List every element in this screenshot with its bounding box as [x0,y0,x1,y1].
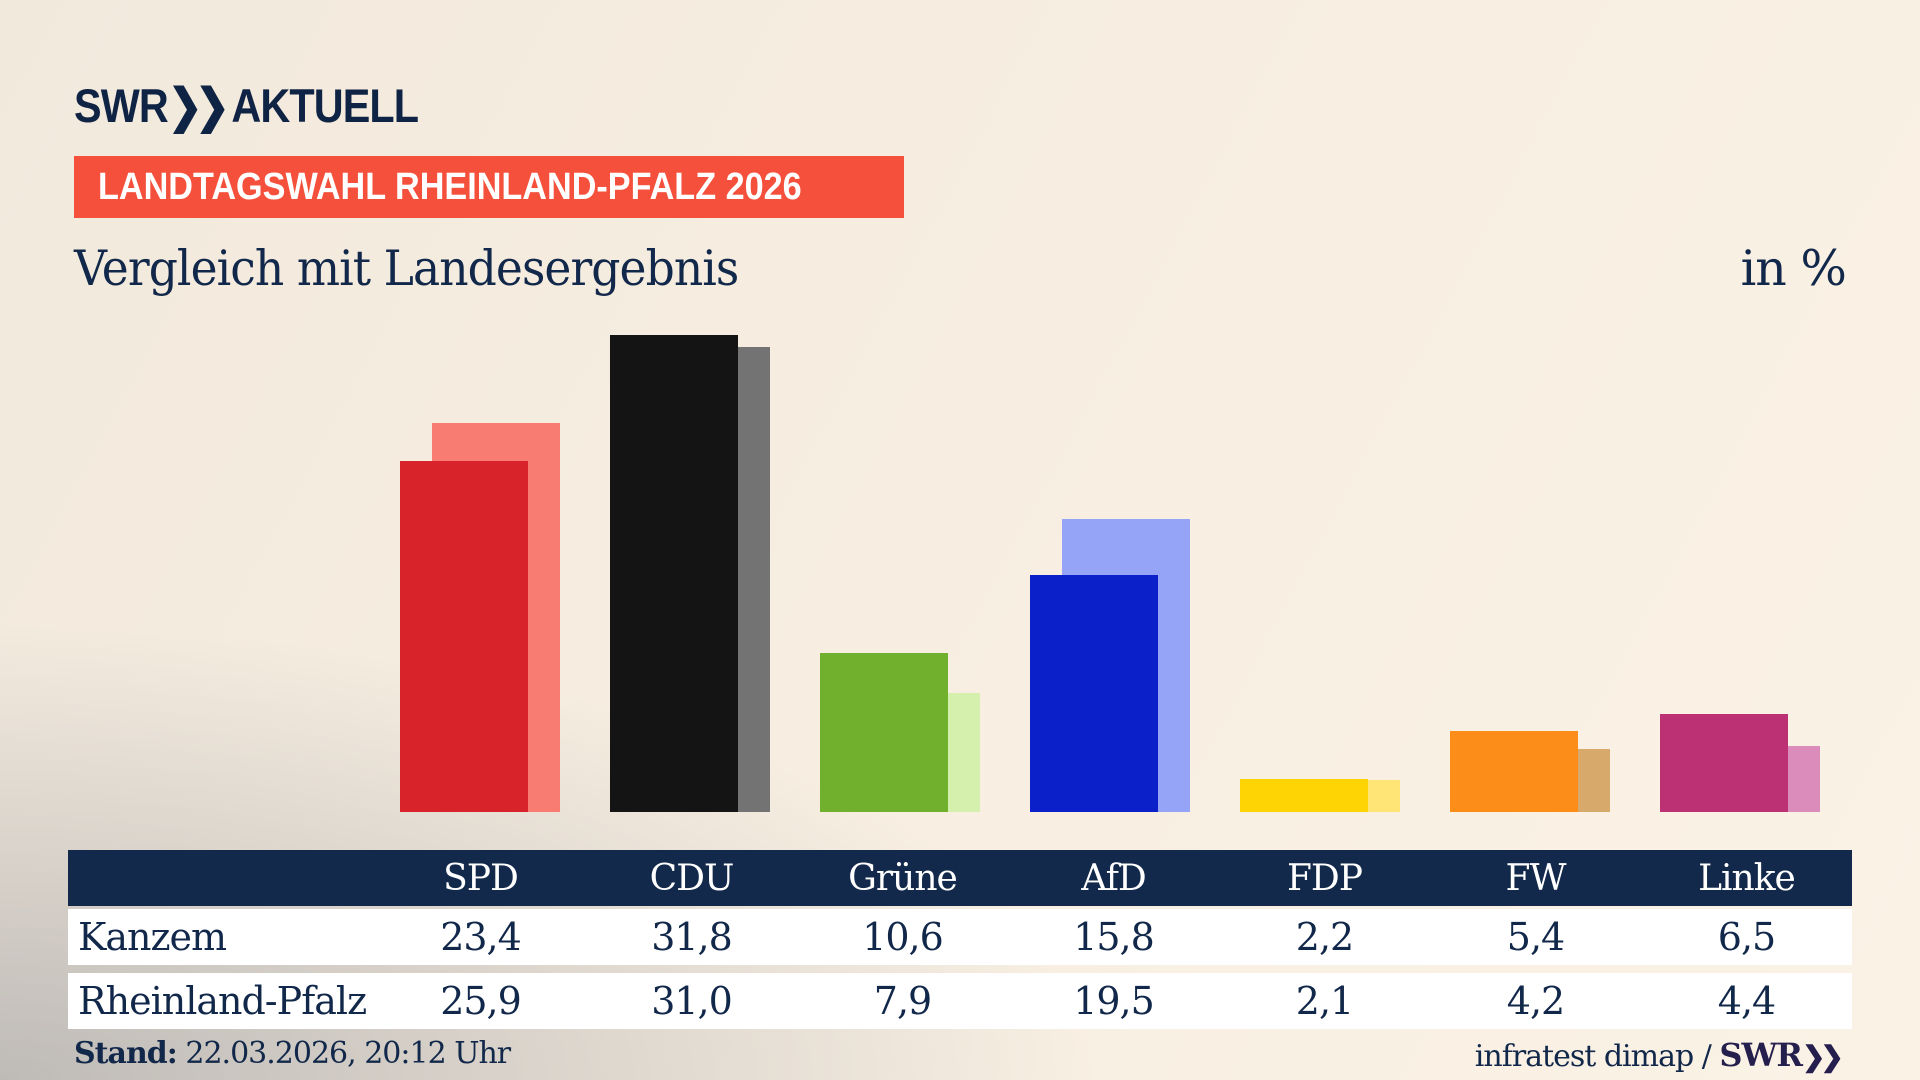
column-header-spd: SPD [443,857,519,899]
brand-chevron-icon: ❯❯ [1802,1040,1844,1073]
election-badge: LANDTAGSWAHL RHEINLAND-PFALZ 2026 [74,156,904,218]
bar-linke-kanzem [1660,714,1788,812]
value-cell-fdp: 2,1 [1295,979,1354,1023]
table-header-row: SPD CDU Grüne AfD FDP FW Linke [68,850,1852,906]
value-cell-fw: 5,4 [1506,915,1565,959]
value-cell-grüne: 7,9 [873,979,932,1023]
table-row: Kanzem 23,4 31,8 10,6 15,8 2,2 5,4 6,5 [68,909,1852,965]
value-cell-grüne: 10,6 [862,915,944,959]
page-title: Vergleich mit Landesergebnis [74,240,739,297]
column-header-linke: Linke [1698,857,1796,899]
stand-timestamp: Stand: 22.03.2026, 20:12 Uhr [74,1036,511,1071]
column-header-fdp: FDP [1286,857,1363,899]
value-cell-afd: 19,5 [1073,979,1155,1023]
bar-afd-kanzem [1030,575,1158,812]
unit-label: in % [1740,240,1847,297]
value-cell-fw: 4,2 [1506,979,1565,1023]
bar-fw-kanzem [1450,731,1578,812]
double-chevron-icon: ❯❯ [167,79,230,132]
swr-wordmark: SWR [74,79,169,132]
column-header-grüne: Grüne [848,857,958,899]
source-brand: SWR [1719,1036,1803,1074]
logo-suffix: AKTUELL [231,79,419,132]
value-cell-cdu: 31,0 [651,979,733,1023]
value-cell-linke: 6,5 [1717,915,1776,959]
brand-logo: SWR❯❯ AKTUELL [74,78,465,134]
bar-fdp-kanzem [1240,779,1368,812]
stand-label: Stand: [74,1036,178,1071]
bar-grüne-kanzem [820,653,948,812]
row-label: Kanzem [78,915,227,959]
value-cell-cdu: 31,8 [651,915,733,959]
value-cell-fdp: 2,2 [1295,915,1354,959]
value-cell-spd: 25,9 [440,979,522,1023]
value-cell-spd: 23,4 [440,915,522,959]
stand-value: 22.03.2026, 20:12 Uhr [176,1036,511,1071]
bar-spd-kanzem [400,461,528,812]
column-header-fw: FW [1505,857,1567,899]
column-header-afd: AfD [1081,857,1147,899]
election-badge-text: LANDTAGSWAHL RHEINLAND-PFALZ 2026 [98,165,802,208]
column-header-cdu: CDU [649,857,735,899]
value-cell-linke: 4,4 [1717,979,1776,1023]
bar-cdu-kanzem [610,335,738,812]
source-credit: infratest dimap / SWR❯❯ [1475,1036,1845,1074]
table-row: Rheinland-Pfalz 25,9 31,0 7,9 19,5 2,1 4,2 4,4 [68,973,1852,1029]
source-text: infratest dimap / [1474,1039,1720,1074]
row-label: Rheinland-Pfalz [78,979,367,1023]
value-cell-afd: 15,8 [1073,915,1155,959]
